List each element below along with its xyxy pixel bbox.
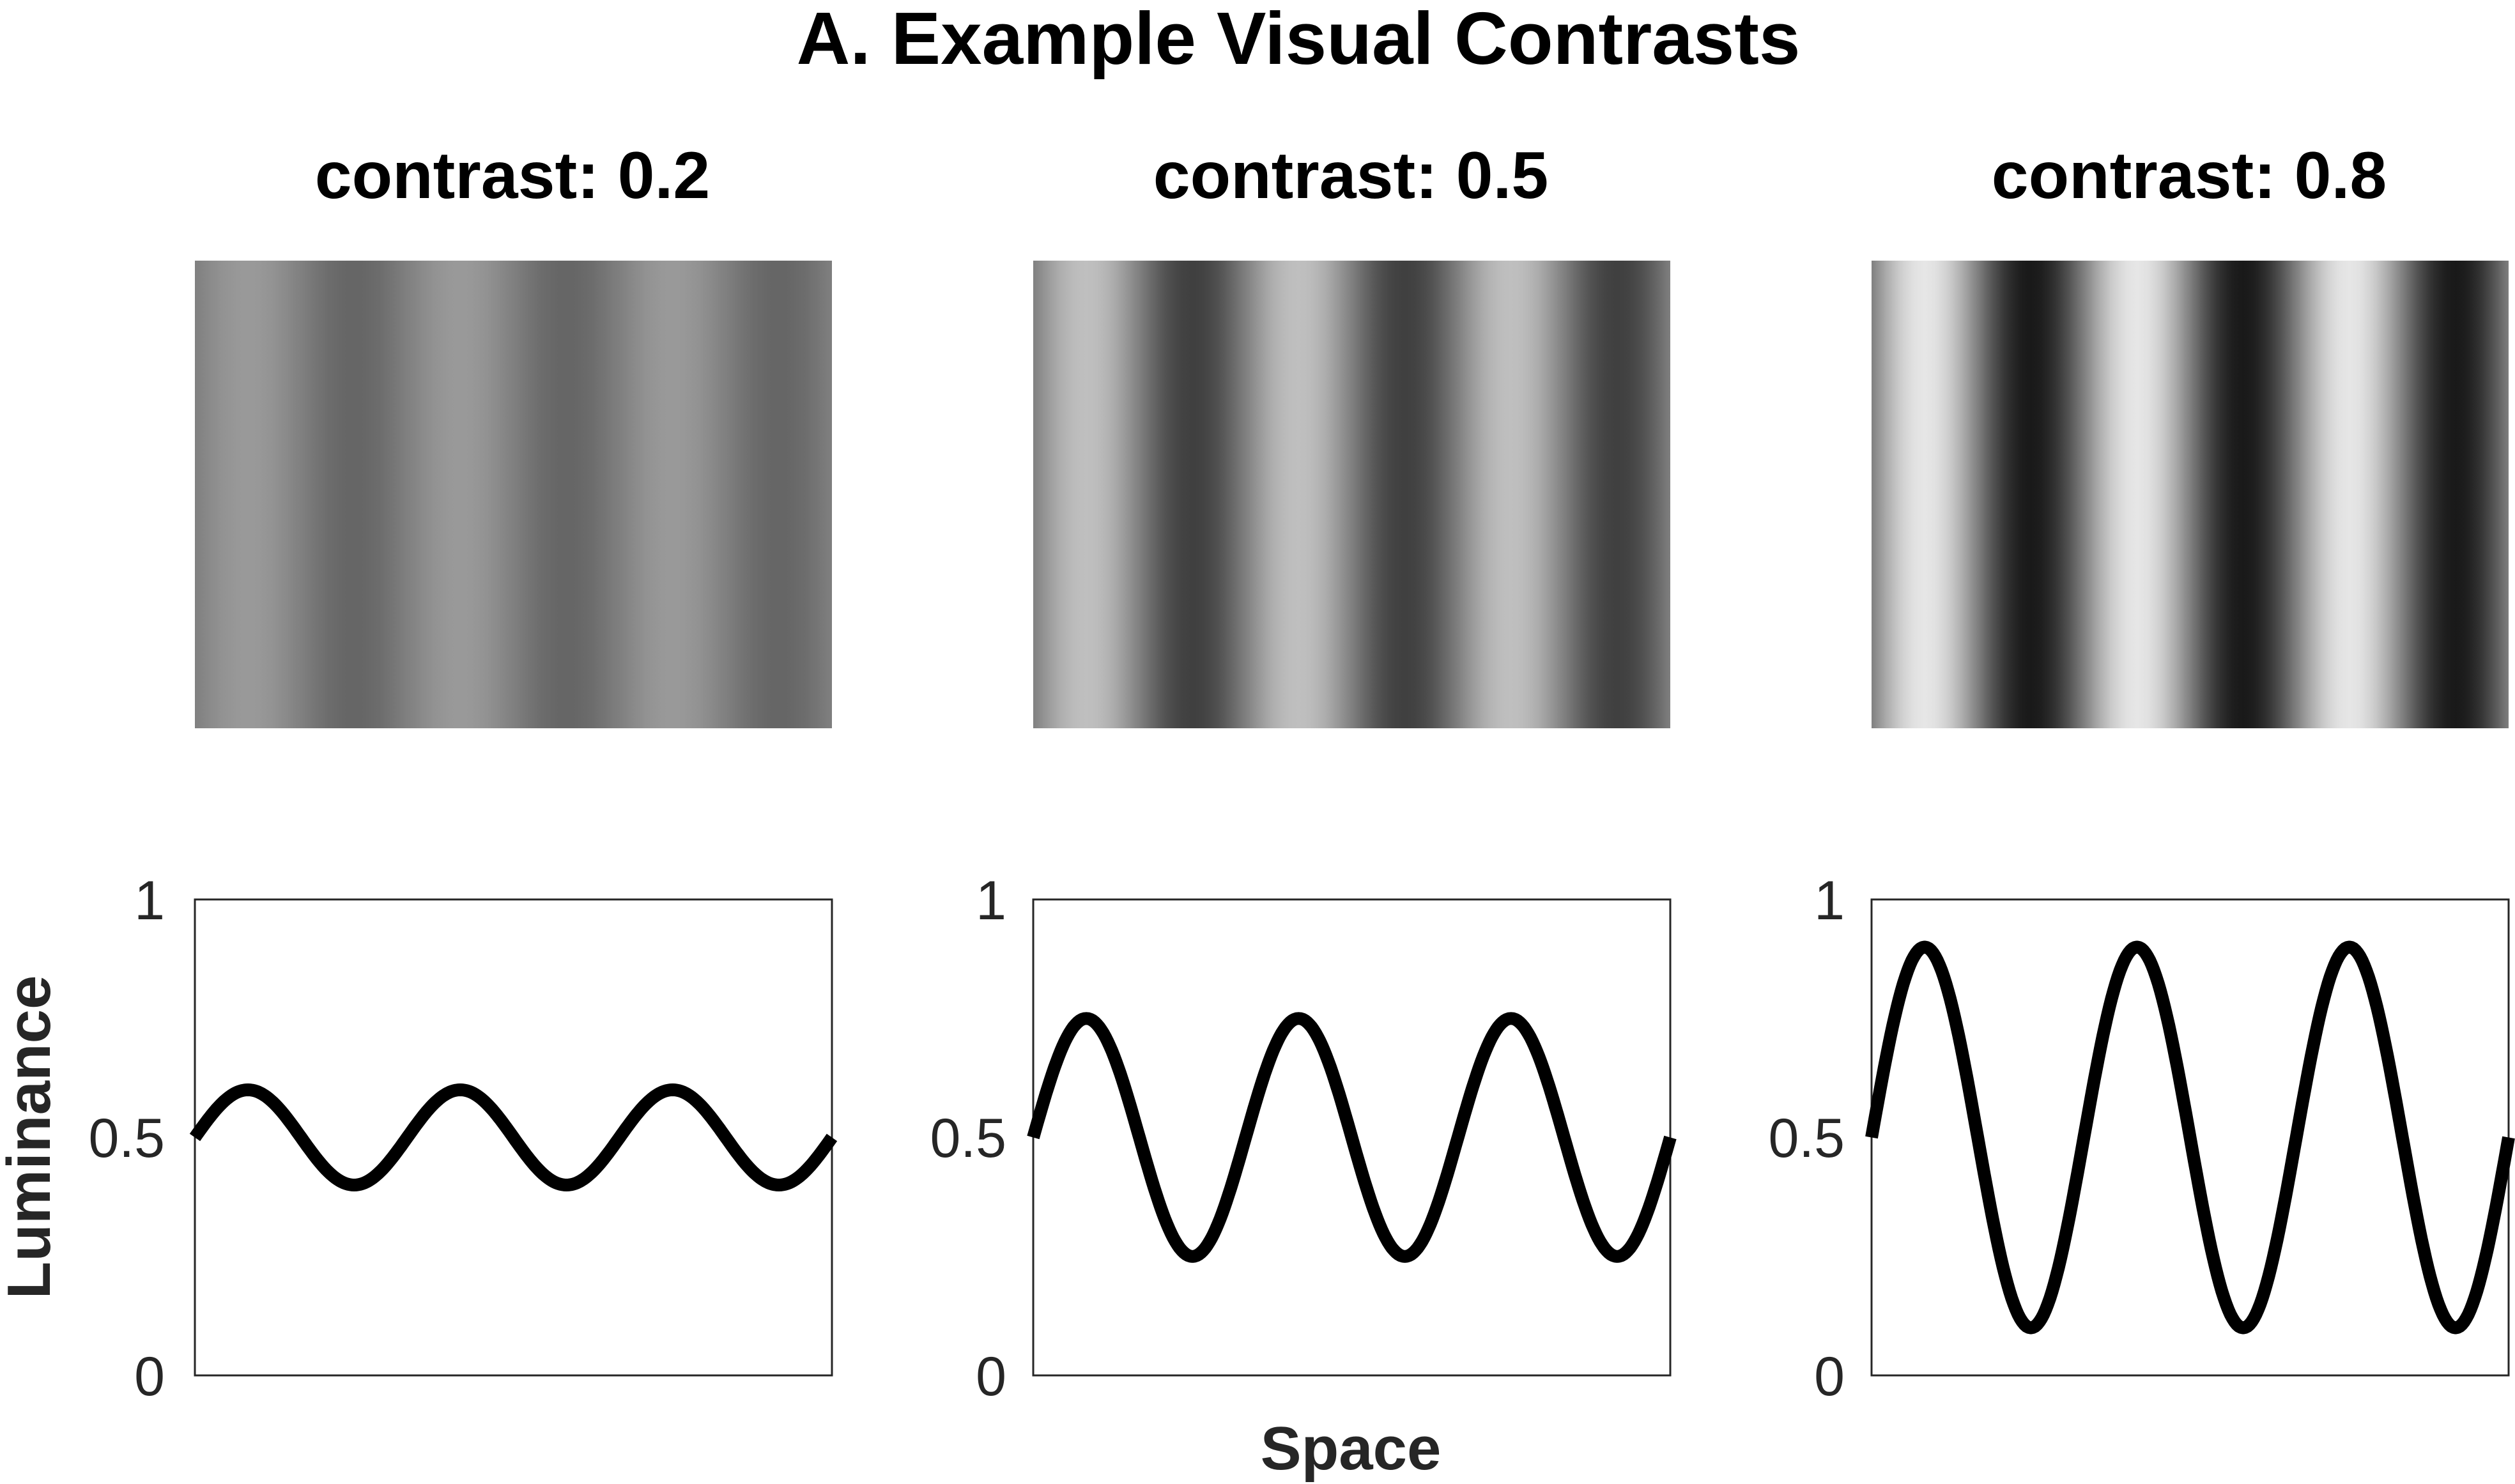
panel-contrast-0-2: contrast: 0.2 1 0.5 0 bbox=[88, 139, 838, 1407]
y-tick-label: 0.5 bbox=[930, 1108, 1006, 1169]
x-axis-label: Space bbox=[1261, 1414, 1442, 1483]
y-tick-label: 0 bbox=[134, 1346, 165, 1407]
luminance-plot: 1 0.5 0 bbox=[1768, 870, 2515, 1407]
y-tick-label: 0.5 bbox=[88, 1108, 165, 1169]
grating-image bbox=[195, 261, 832, 728]
y-tick-label: 0 bbox=[1814, 1346, 1845, 1407]
panel-contrast-0-5: contrast: 0.5 1 0.5 0 bbox=[930, 139, 1677, 1407]
figure-title: A. Example Visual Contrasts bbox=[797, 0, 1801, 80]
y-tick-label: 1 bbox=[976, 870, 1006, 931]
grating-image bbox=[1872, 261, 2509, 728]
luminance-wave bbox=[189, 1083, 838, 1191]
panel-title: contrast: 0.2 bbox=[315, 139, 710, 213]
panel-title: contrast: 0.5 bbox=[1153, 139, 1548, 213]
luminance-wave bbox=[1865, 940, 2515, 1335]
luminance-plot: 1 0.5 0 bbox=[930, 870, 1677, 1407]
y-tick-label: 1 bbox=[1814, 870, 1845, 931]
luminance-wave bbox=[1027, 1012, 1677, 1263]
y-tick-label: 1 bbox=[134, 870, 165, 931]
y-axis-label: Luminance bbox=[0, 975, 63, 1299]
y-tick-label: 0.5 bbox=[1768, 1108, 1845, 1169]
panel-title: contrast: 0.8 bbox=[1992, 139, 2387, 213]
y-tick-label: 0 bbox=[976, 1346, 1006, 1407]
grating-image bbox=[1033, 261, 1670, 728]
luminance-plot: 1 0.5 0 bbox=[88, 870, 838, 1407]
panel-contrast-0-8: contrast: 0.8 1 0.5 0 bbox=[1768, 139, 2515, 1407]
